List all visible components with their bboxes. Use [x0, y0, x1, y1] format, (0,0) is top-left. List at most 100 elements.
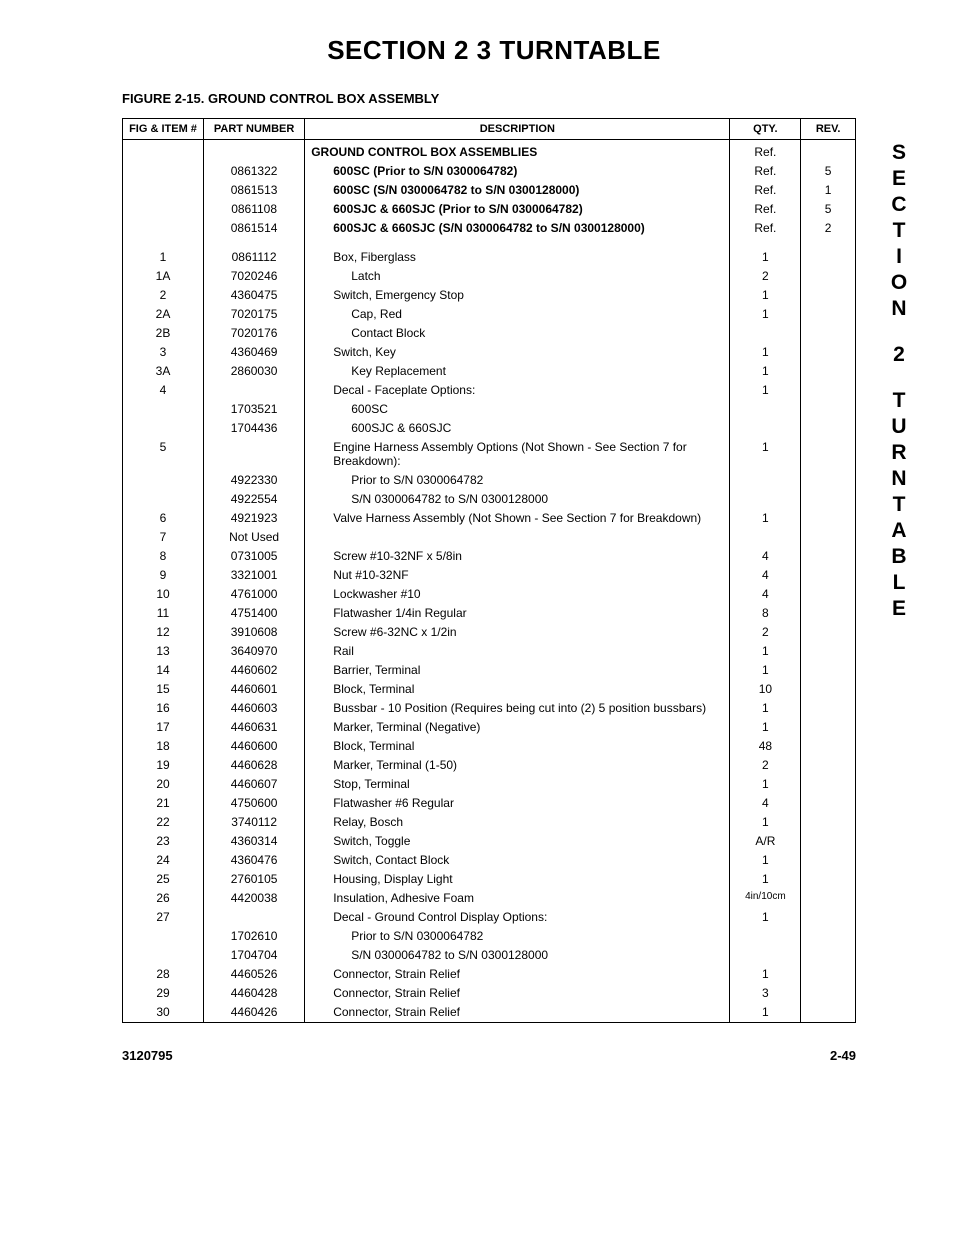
- cell-qty: 1: [730, 813, 801, 832]
- cell-part-number: 2760105: [203, 870, 304, 889]
- cell-description: Insulation, Adhesive Foam: [305, 889, 730, 908]
- table-row: 0861514600SJC & 660SJC (S/N 0300064782 t…: [123, 219, 856, 238]
- cell-qty: 1: [730, 305, 801, 324]
- cell-qty: [730, 528, 801, 547]
- side-tab-letter: N: [884, 296, 914, 322]
- table-row: 264420038Insulation, Adhesive Foam4in/10…: [123, 889, 856, 908]
- cell-description: 600SC (Prior to S/N 0300064782): [305, 162, 730, 181]
- table-row: 304460426Connector, Strain Relief1: [123, 1003, 856, 1023]
- cell-part-number: 1703521: [203, 400, 304, 419]
- cell-fig: 10: [123, 585, 204, 604]
- cell-rev: [801, 737, 856, 756]
- table-row: 223740112Relay, Bosch1: [123, 813, 856, 832]
- cell-part-number: 3640970: [203, 642, 304, 661]
- cell-fig: 5: [123, 438, 204, 471]
- table-row: 80731005Screw #10-32NF x 5/8in4: [123, 547, 856, 566]
- table-row: 0861322600SC (Prior to S/N 0300064782)Re…: [123, 162, 856, 181]
- cell-part-number: 0861108: [203, 200, 304, 219]
- cell-part-number: 4460526: [203, 965, 304, 984]
- cell-qty: 1: [730, 908, 801, 927]
- side-tab: SECTION2TURNTABLE: [884, 140, 914, 622]
- cell-rev: [801, 248, 856, 267]
- cell-qty: 1: [730, 965, 801, 984]
- table-row: 24360475Switch, Emergency Stop1: [123, 286, 856, 305]
- cell-fig: 15: [123, 680, 204, 699]
- cell-description: Latch: [305, 267, 730, 286]
- table-row: [123, 238, 856, 248]
- cell-part-number: 4460603: [203, 699, 304, 718]
- cell-fig: 3A: [123, 362, 204, 381]
- footer-page-number: 2-49: [830, 1048, 856, 1063]
- cell-rev: [801, 984, 856, 1003]
- cell-fig: 13: [123, 642, 204, 661]
- side-tab-letter: E: [884, 166, 914, 192]
- cell-qty: 10: [730, 680, 801, 699]
- cell-fig: 23: [123, 832, 204, 851]
- cell-description: Valve Harness Assembly (Not Shown - See …: [305, 509, 730, 528]
- cell-rev: [801, 642, 856, 661]
- cell-description: Marker, Terminal (1-50): [305, 756, 730, 775]
- table-row: 5Engine Harness Assembly Options (Not Sh…: [123, 438, 856, 471]
- cell-part-number: 4460601: [203, 680, 304, 699]
- cell-fig: [123, 200, 204, 219]
- cell-description: Switch, Key: [305, 343, 730, 362]
- cell-qty: 1: [730, 661, 801, 680]
- cell-qty: [730, 471, 801, 490]
- cell-fig: [123, 946, 204, 965]
- cell-rev: [801, 604, 856, 623]
- cell-rev: [801, 419, 856, 438]
- cell-part-number: [203, 438, 304, 471]
- header-qty: QTY.: [730, 119, 801, 140]
- cell-fig: [123, 181, 204, 200]
- cell-part-number: 4360475: [203, 286, 304, 305]
- cell-rev: [801, 490, 856, 509]
- cell-qty: 1: [730, 718, 801, 737]
- cell-rev: [801, 775, 856, 794]
- cell-part-number: 7020246: [203, 267, 304, 286]
- cell-rev: [801, 946, 856, 965]
- cell-description: Rail: [305, 642, 730, 661]
- cell-qty: A/R: [730, 832, 801, 851]
- section-title: SECTION 2 3 TURNTABLE: [122, 35, 866, 66]
- cell-rev: [801, 381, 856, 400]
- cell-fig: [123, 162, 204, 181]
- cell-fig: 17: [123, 718, 204, 737]
- cell-rev: 5: [801, 200, 856, 219]
- side-tab-letter: T: [884, 218, 914, 244]
- cell-rev: [801, 870, 856, 889]
- cell-rev: [801, 927, 856, 946]
- cell-rev: [801, 756, 856, 775]
- cell-qty: Ref.: [730, 162, 801, 181]
- cell-part-number: 4921923: [203, 509, 304, 528]
- table-row: 2B7020176Contact Block: [123, 324, 856, 343]
- cell-description: Flatwasher #6 Regular: [305, 794, 730, 813]
- cell-part-number: 1702610: [203, 927, 304, 946]
- cell-qty: 1: [730, 870, 801, 889]
- header-rev: REV.: [801, 119, 856, 140]
- cell-rev: [801, 908, 856, 927]
- cell-description: 600SC (S/N 0300064782 to S/N 0300128000): [305, 181, 730, 200]
- cell-fig: [123, 927, 204, 946]
- cell-qty: [730, 927, 801, 946]
- cell-fig: 2A: [123, 305, 204, 324]
- table-row: 2A7020175Cap, Red1: [123, 305, 856, 324]
- cell-fig: [123, 490, 204, 509]
- table-row: 174460631Marker, Terminal (Negative)1: [123, 718, 856, 737]
- cell-qty: [730, 324, 801, 343]
- cell-qty: 1: [730, 699, 801, 718]
- cell-description: Flatwasher 1/4in Regular: [305, 604, 730, 623]
- table-row: 294460428Connector, Strain Relief3: [123, 984, 856, 1003]
- table-row: 164460603Bussbar - 10 Position (Requires…: [123, 699, 856, 718]
- table-row: 1A7020246Latch2: [123, 267, 856, 286]
- cell-qty: 2: [730, 756, 801, 775]
- table-header-row: FIG & ITEM # PART NUMBER DESCRIPTION QTY…: [123, 119, 856, 140]
- cell-part-number: 1704436: [203, 419, 304, 438]
- table-row: 0861108600SJC & 660SJC (Prior to S/N 030…: [123, 200, 856, 219]
- table-row: 154460601Block, Terminal10: [123, 680, 856, 699]
- cell-fig: 1: [123, 248, 204, 267]
- side-tab-letter: N: [884, 466, 914, 492]
- cell-qty: 4: [730, 794, 801, 813]
- table-row: 1703521600SC: [123, 400, 856, 419]
- table-row: 184460600Block, Terminal48: [123, 737, 856, 756]
- cell-part-number: 4460607: [203, 775, 304, 794]
